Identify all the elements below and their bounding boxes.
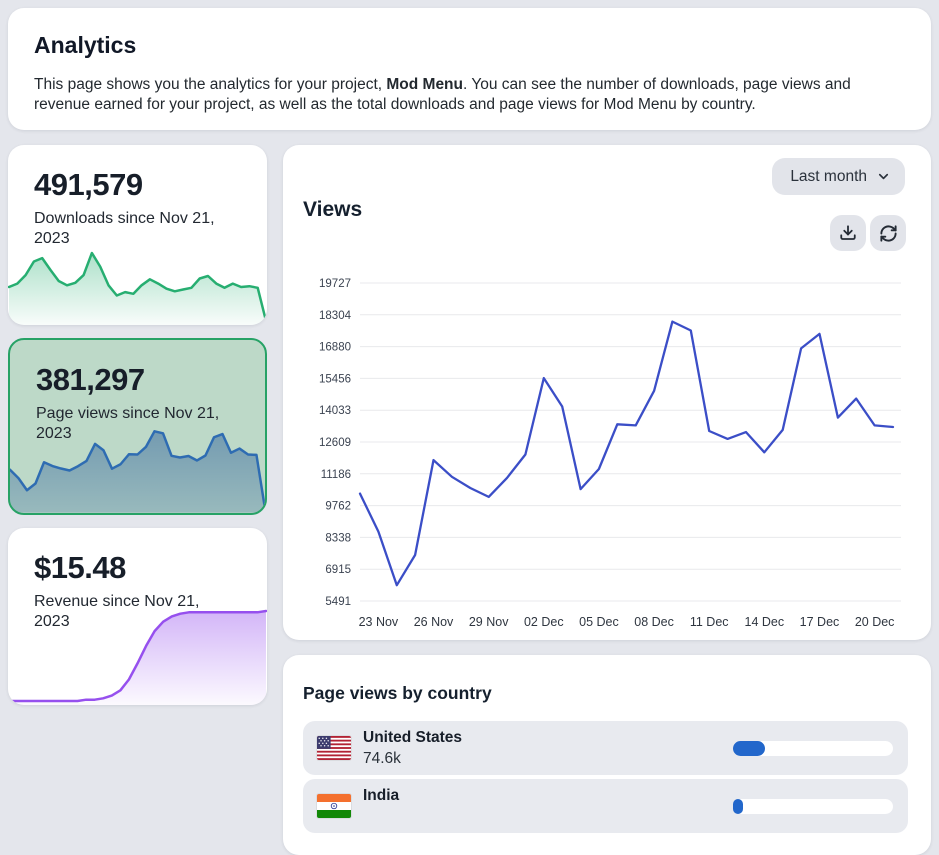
revenue-value: $15.48 (34, 550, 126, 585)
country-row-united-states: United States 74.6k (303, 721, 908, 775)
x-axis-label: 02 Dec (524, 615, 564, 629)
us-flag-icon (317, 736, 351, 760)
country-panel-title: Page views by country (303, 683, 492, 703)
views-line-chart: 19727 18304 16880 15456 14033 12609 11186 9762 8… (319, 278, 901, 629)
refresh-icon (879, 224, 897, 242)
downloads-sparkline (8, 251, 267, 325)
sparkline-area (9, 611, 266, 705)
y-axis-label: 8338 (325, 532, 351, 544)
country-progress-fill (733, 799, 743, 814)
y-axis-label: 14033 (319, 405, 351, 417)
y-axis-label: 9762 (325, 501, 351, 513)
y-axis-label: 12609 (319, 437, 351, 449)
description-suffix: . You can see the number of downloads, p… (34, 76, 851, 114)
country-progress-track (733, 741, 893, 756)
downloads-label: Downloads since Nov 21, 2023 (34, 210, 215, 247)
page-description: This page shows you the analytics for yo… (34, 75, 905, 116)
sparkline-area (10, 431, 265, 513)
country-progress-fill (733, 741, 765, 756)
page-views-sparkline (10, 430, 265, 513)
x-axis-label: 20 Dec (855, 615, 895, 629)
india-flag-icon (317, 794, 351, 818)
page-views-label: Page views since Nov 21, 2023 (36, 405, 220, 442)
downloads-value: 491,579 (34, 167, 143, 202)
x-axis-label: 11 Dec (690, 615, 729, 629)
y-axis-label: 11186 (321, 469, 351, 481)
sparkline-line (8, 251, 267, 323)
country-name: United States (363, 729, 463, 746)
export-chart-button[interactable] (830, 215, 866, 251)
x-axis-label: 08 Dec (634, 615, 674, 629)
page-title: Analytics (34, 32, 137, 58)
sparkline-area (9, 253, 266, 325)
page-views-by-country-card: Page views by country United (283, 655, 931, 855)
revenue-stat-card[interactable]: $15.48 Revenue since Nov 21, 2023 (8, 528, 267, 705)
revenue-label: Revenue since Nov 21, 2023 (34, 593, 200, 630)
refresh-chart-button[interactable] (870, 215, 906, 251)
downloads-stat-card[interactable]: 491,579 Downloads since Nov 21, 2023 (8, 145, 267, 325)
country-rows: United States 74.6k India (283, 721, 931, 833)
x-axis-label: 14 Dec (745, 615, 785, 629)
sparkline-line (8, 609, 267, 703)
page-views-value: 381,297 (36, 362, 145, 397)
y-axis-label: 6915 (325, 564, 351, 576)
description-prefix: This page shows you the analytics for yo… (34, 76, 387, 93)
country-name: India (363, 787, 400, 804)
y-axis-label: 19727 (319, 278, 351, 290)
x-axis-label: 26 Nov (414, 615, 454, 629)
country-row-india: India (303, 779, 908, 833)
chevron-down-icon (878, 173, 889, 180)
country-page-views-value: 74.6k (363, 750, 401, 767)
views-line-series (358, 320, 895, 587)
x-axis-label: 29 Nov (469, 615, 509, 629)
x-axis-label: 17 Dec (800, 615, 840, 629)
x-axis-label: 23 Nov (359, 615, 399, 629)
download-icon (840, 225, 856, 240)
analytics-header-card: Analytics This page shows you the analyt… (8, 8, 931, 130)
project-name: Mod Menu (386, 76, 463, 93)
period-selector-label: Last month (790, 167, 867, 185)
y-axis-label: 15456 (319, 373, 351, 385)
revenue-sparkline (8, 609, 267, 705)
country-progress-track (733, 799, 893, 814)
period-selector-button[interactable]: Last month (772, 158, 905, 195)
views-chart-card: 19727 18304 16880 15456 14033 12609 11186 9762 8… (283, 145, 931, 640)
y-axis-label: 18304 (319, 310, 352, 322)
sparkline-line (10, 430, 265, 510)
x-axis-label: 05 Dec (579, 615, 619, 629)
y-axis-label: 5491 (325, 596, 351, 608)
y-axis-label: 16880 (319, 342, 351, 354)
page-views-stat-card-selected[interactable]: 381,297 Page views since Nov 21, 2023 (8, 338, 267, 515)
views-chart-title: Views (303, 198, 363, 221)
